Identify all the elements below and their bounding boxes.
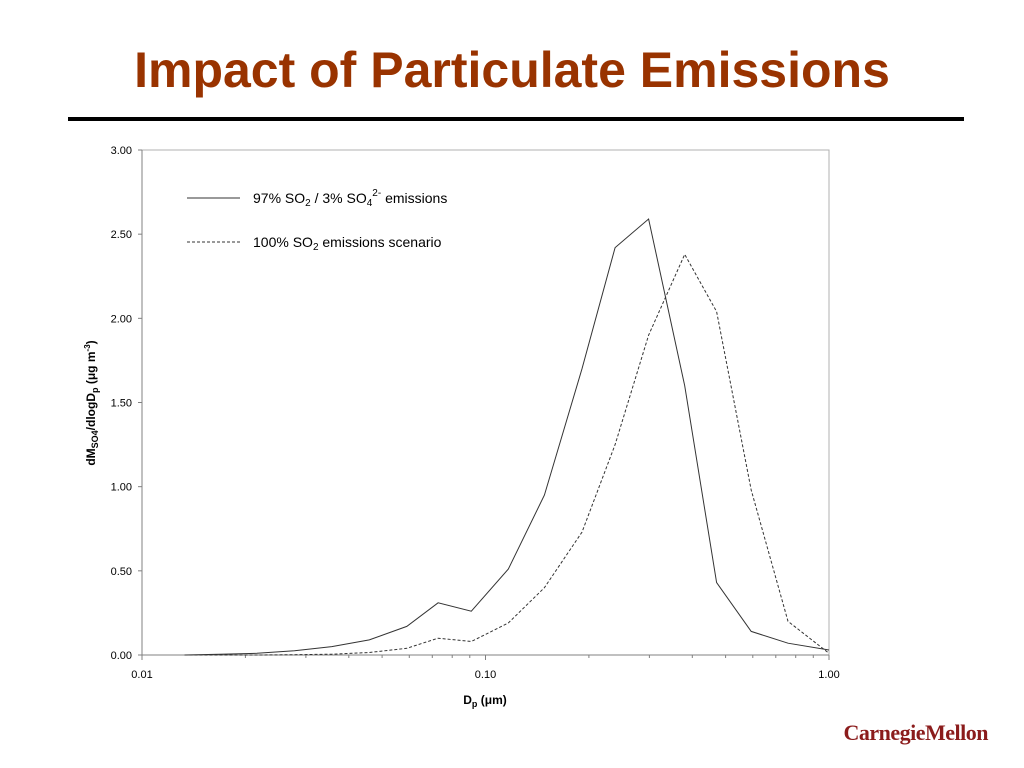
series-line-97-so2 bbox=[184, 218, 830, 656]
y-tick-label: 0.50 bbox=[111, 566, 132, 578]
carnegie-mellon-logo: CarnegieMellon bbox=[843, 720, 988, 745]
y-tick-label: 2.00 bbox=[111, 313, 132, 325]
slide-title: Impact of Particulate Emissions bbox=[134, 42, 890, 98]
x-tick-label: 0.01 bbox=[131, 669, 152, 681]
x-axis-label: Dp (μm) bbox=[463, 693, 507, 709]
plot-area-border bbox=[141, 149, 830, 656]
y-tick-label: 0.00 bbox=[111, 650, 132, 662]
series-line-100-so2 bbox=[184, 253, 830, 656]
y-axis-label: dMSO4/dlogDp (μg m-3) bbox=[83, 340, 100, 465]
legend-label: 97% SO2 / 3% SO42- emissions bbox=[253, 188, 447, 209]
legend-label: 100% SO2 emissions scenario bbox=[253, 234, 442, 253]
y-tick-label: 2.50 bbox=[111, 229, 132, 241]
title-divider bbox=[68, 117, 964, 121]
x-tick-label: 0.10 bbox=[475, 669, 496, 681]
x-tick-label: 1.00 bbox=[818, 669, 839, 681]
y-tick-label: 1.00 bbox=[111, 482, 132, 494]
y-tick-label: 1.50 bbox=[111, 398, 132, 410]
y-tick-label: 3.00 bbox=[111, 145, 132, 157]
